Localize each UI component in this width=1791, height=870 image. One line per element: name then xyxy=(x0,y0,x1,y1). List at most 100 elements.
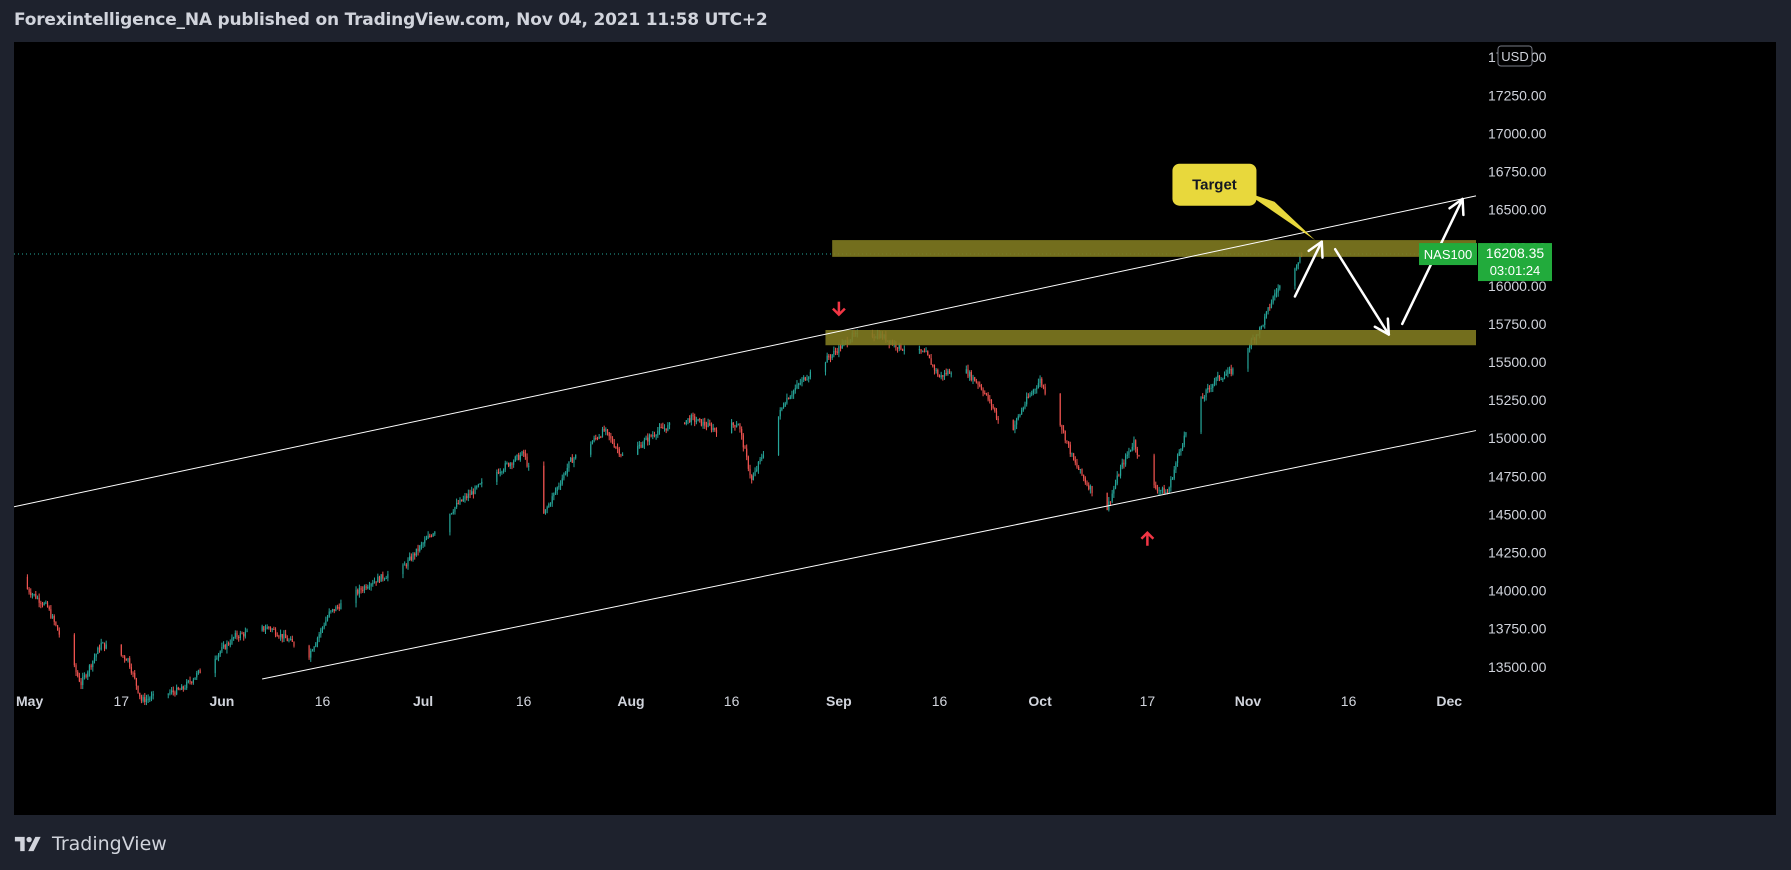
candle-body xyxy=(1089,486,1091,490)
candle xyxy=(622,452,624,456)
last-price-label: 16208.35 xyxy=(1486,245,1545,261)
candle xyxy=(1126,451,1128,459)
candle-body xyxy=(380,574,382,582)
candle xyxy=(1062,425,1065,434)
candle-body xyxy=(147,698,149,700)
candle xyxy=(566,463,568,477)
candle xyxy=(1029,392,1031,398)
x-tick-label: 16 xyxy=(516,693,532,709)
projection-arrow-down-head xyxy=(1373,317,1391,336)
y-tick-label: 15000.00 xyxy=(1488,430,1547,446)
candle xyxy=(1277,284,1279,297)
candle xyxy=(1084,476,1086,485)
candle-body xyxy=(412,553,414,560)
candle xyxy=(1171,477,1174,480)
candle xyxy=(640,441,642,449)
candle-body xyxy=(83,675,86,678)
candle-body xyxy=(622,454,624,456)
candle xyxy=(972,374,974,385)
x-tick-label: Oct xyxy=(1028,693,1052,709)
candle xyxy=(75,663,77,676)
candle-body xyxy=(1294,268,1296,286)
candle-body xyxy=(504,463,506,470)
y-tick-label: 17000.00 xyxy=(1488,125,1547,141)
candle xyxy=(93,653,96,664)
candle-body xyxy=(414,553,416,556)
candle-body xyxy=(315,643,317,647)
candle xyxy=(1016,417,1018,430)
candle xyxy=(1207,383,1209,394)
candle xyxy=(799,378,801,386)
candle xyxy=(1228,366,1231,374)
candle xyxy=(1024,401,1026,410)
candle xyxy=(1067,441,1070,448)
candle-body xyxy=(377,576,379,583)
candle-body xyxy=(1165,492,1167,494)
candle xyxy=(1227,367,1229,378)
candle-body xyxy=(516,454,518,457)
candle xyxy=(263,626,265,632)
candle-body xyxy=(192,679,194,683)
candle xyxy=(730,419,733,434)
y-tick-label: 14250.00 xyxy=(1488,544,1547,560)
candle-body xyxy=(196,672,198,678)
candle xyxy=(1272,295,1274,305)
candle-body xyxy=(610,436,612,439)
candle xyxy=(1026,392,1028,407)
candle xyxy=(367,584,369,590)
candle-body xyxy=(1207,387,1209,390)
candle xyxy=(1037,378,1040,389)
candle xyxy=(278,634,280,639)
candle xyxy=(424,536,426,547)
candle-body xyxy=(645,437,647,440)
candle-body xyxy=(1086,482,1088,486)
candle xyxy=(1138,454,1140,457)
candle xyxy=(1215,376,1217,386)
candle xyxy=(984,390,986,395)
candle xyxy=(754,467,756,477)
candle-body xyxy=(291,638,293,642)
candle-body xyxy=(197,670,200,673)
candle-body xyxy=(903,349,905,351)
candle-body xyxy=(1069,444,1071,455)
candle xyxy=(139,692,141,700)
candle-body xyxy=(1210,387,1212,389)
candle xyxy=(824,361,827,376)
target-callout-label: Target xyxy=(1192,177,1237,194)
candle xyxy=(1202,393,1204,399)
candle-body xyxy=(553,493,555,497)
candle-body xyxy=(404,564,406,566)
chart-svg[interactable]: Target 17500.0017250.0017000.0016750.001… xyxy=(14,42,1776,815)
candle-body xyxy=(1175,462,1177,470)
candle xyxy=(943,370,946,380)
candle-body xyxy=(355,589,357,604)
candle xyxy=(414,552,416,560)
candle xyxy=(197,669,200,675)
candle xyxy=(1044,383,1046,396)
candle xyxy=(283,630,285,643)
candle-body xyxy=(1279,285,1281,289)
candle-body xyxy=(1016,418,1018,425)
candle-body xyxy=(1267,307,1269,312)
candle-body xyxy=(1064,431,1066,441)
candle xyxy=(325,616,327,626)
candle xyxy=(620,453,622,458)
candle-body xyxy=(543,465,545,514)
candle-body xyxy=(605,429,607,431)
candle-body xyxy=(229,643,231,645)
candle xyxy=(570,456,572,462)
footer[interactable]: TradingView xyxy=(14,832,167,856)
candle xyxy=(501,470,503,475)
candle xyxy=(457,500,459,505)
candle xyxy=(310,648,312,662)
candle xyxy=(600,435,602,439)
candle xyxy=(709,419,711,427)
chart-area[interactable]: Target 17500.0017250.0017000.0016750.001… xyxy=(14,42,1776,815)
candle-body xyxy=(1296,265,1298,269)
candle-body xyxy=(424,539,426,544)
candle-body xyxy=(290,638,292,640)
candle xyxy=(519,452,521,462)
candle xyxy=(338,603,340,612)
candle-body xyxy=(1121,462,1123,468)
candle-body xyxy=(372,583,374,585)
